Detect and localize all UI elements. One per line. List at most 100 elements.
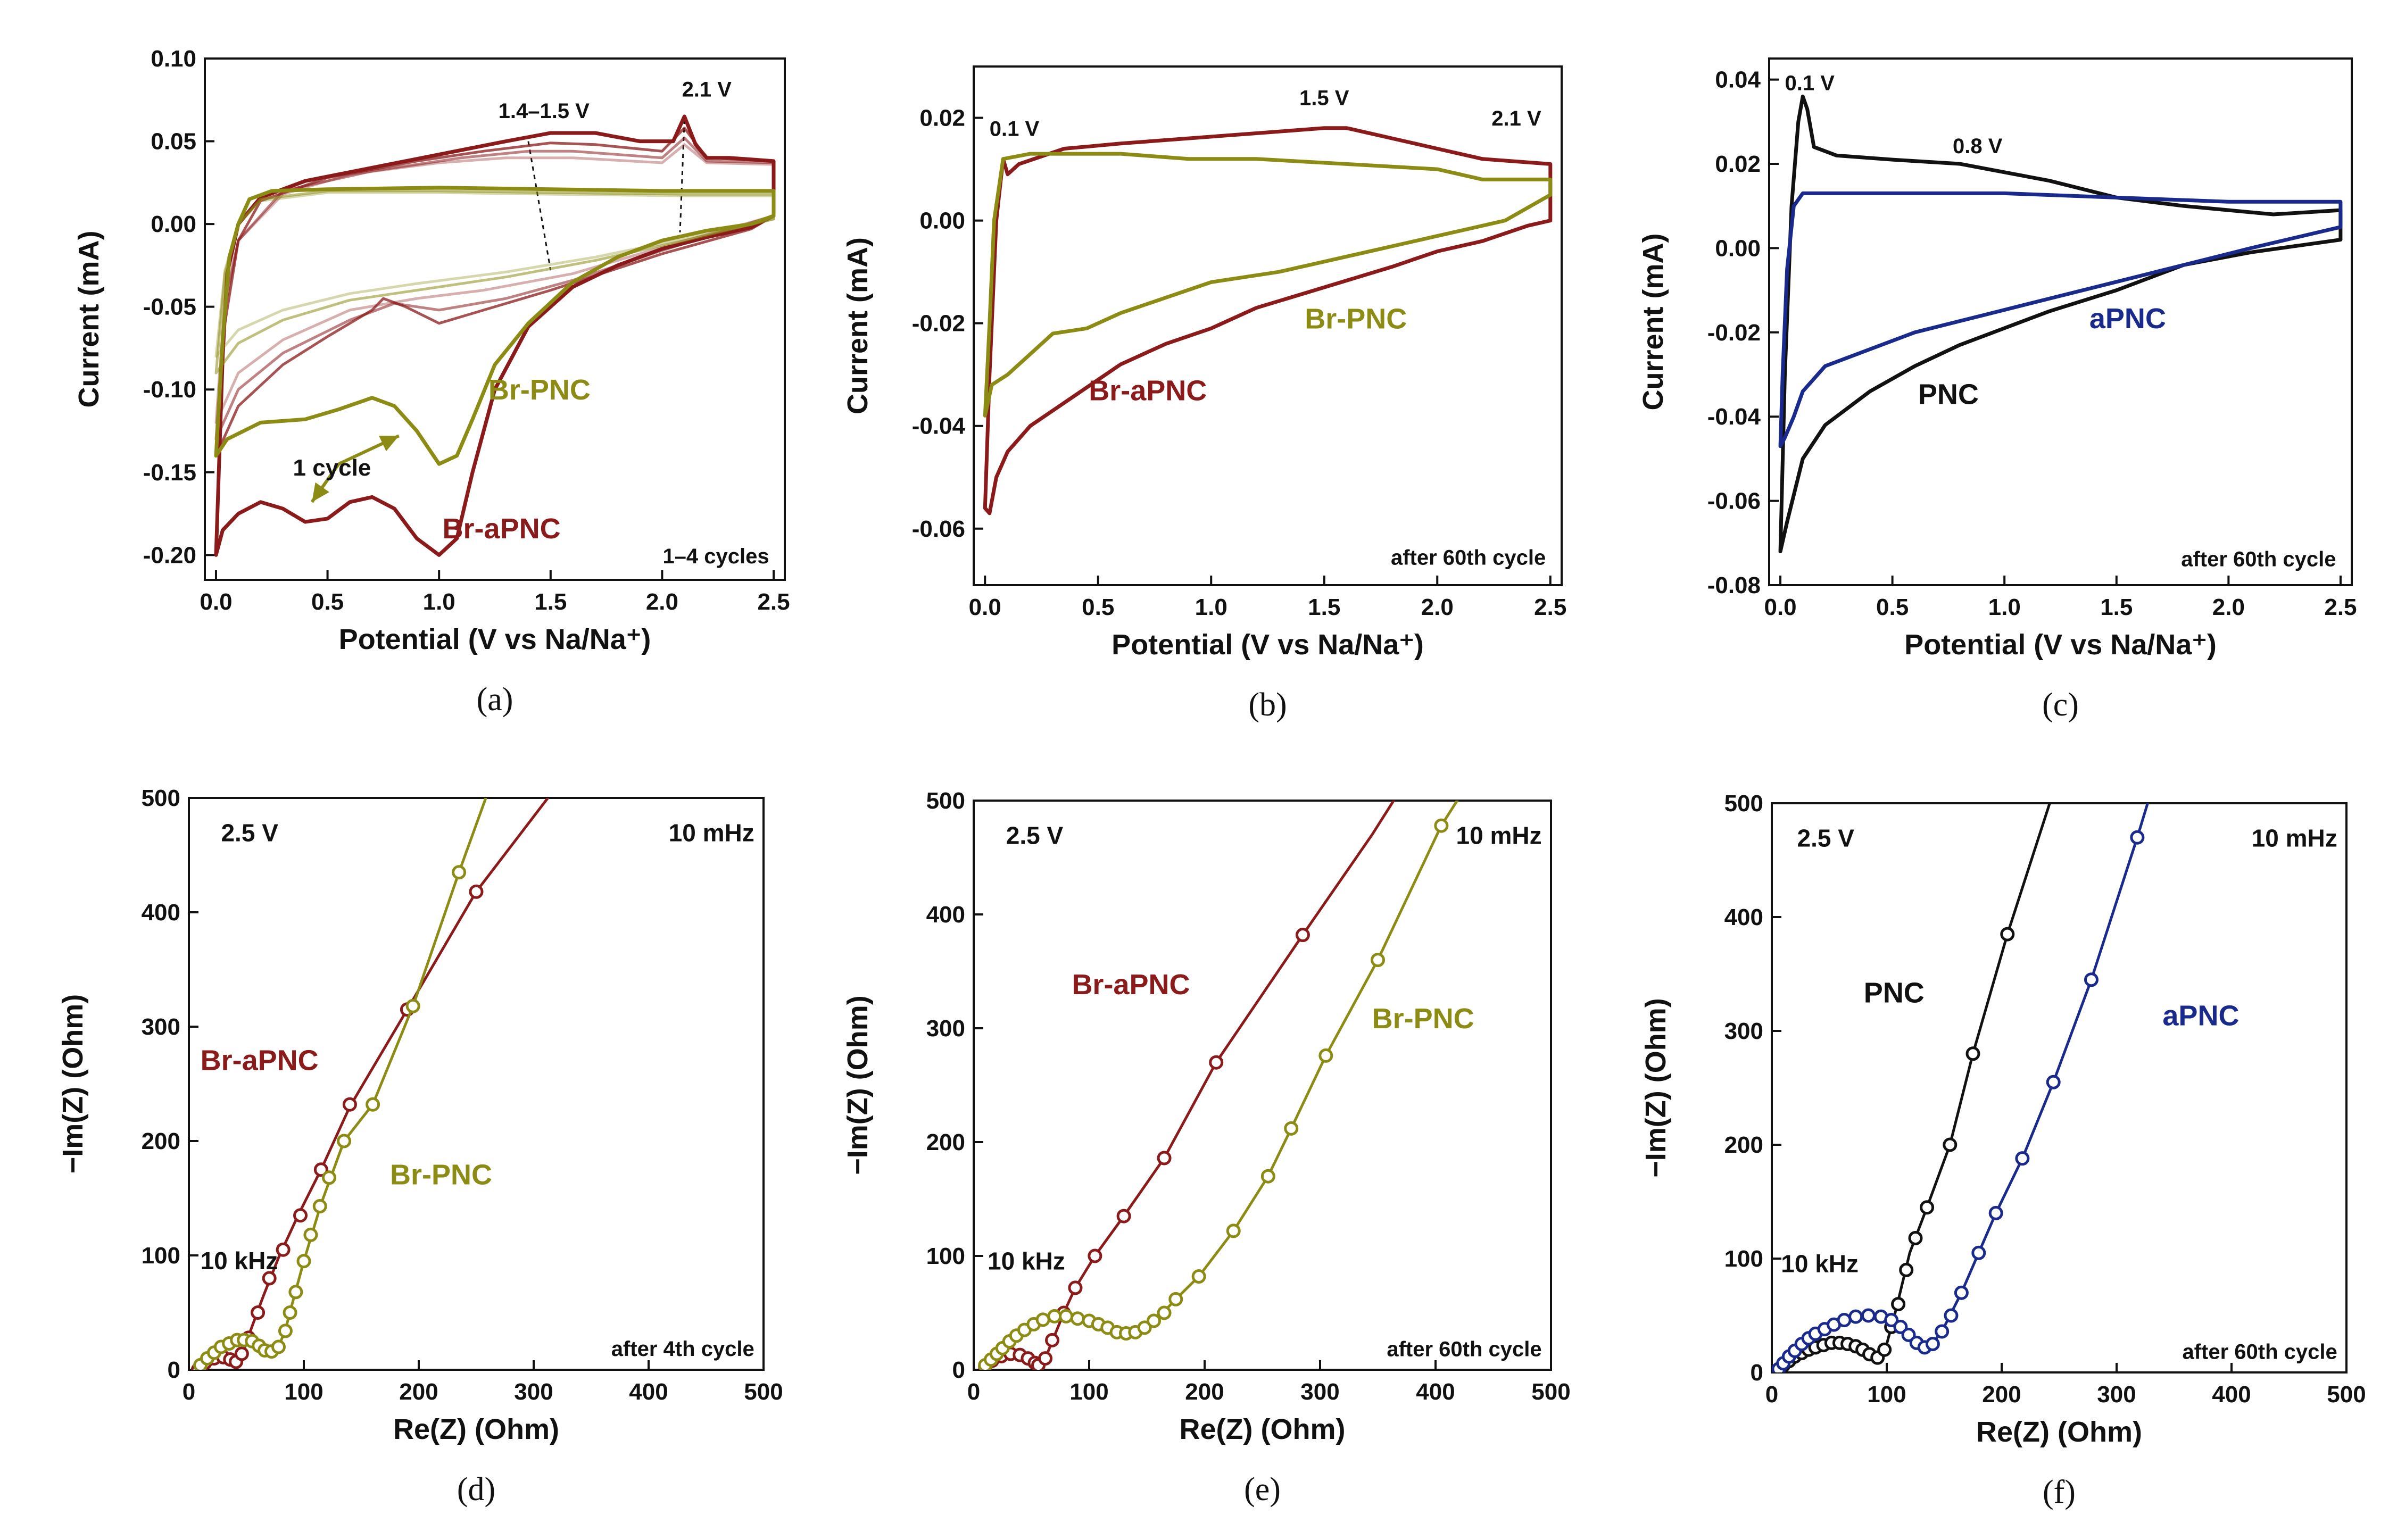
y-tick-label: 200 (926, 1129, 965, 1155)
annotation: Br-aPNC (1072, 969, 1190, 1001)
chart-panel-d: 0 100 200 300 400 500 0 100 200 300 400 500 Re(Z) (O… (57, 785, 783, 1508)
plot-data (1772, 803, 2149, 1372)
annotation: 10 kHz (988, 1247, 1065, 1275)
series-marker (1861, 1308, 1876, 1323)
series-marker (2130, 830, 2145, 845)
series-marker (1848, 1309, 1863, 1324)
series-line (214, 191, 775, 358)
series-line (196, 798, 550, 1370)
series-marker (469, 884, 484, 899)
annotation: 10 kHz (1781, 1250, 1859, 1278)
y-tick-label: -0.06 (912, 516, 965, 542)
y-tick-label: 300 (1724, 1018, 1763, 1044)
series-marker (1191, 1269, 1206, 1284)
x-axis-title: Re(Z) (Ohm) (393, 1413, 559, 1445)
annotation: 10 kHz (201, 1247, 278, 1275)
x-tick-label: 500 (1531, 1379, 1570, 1405)
annotation: PNC (1864, 977, 1925, 1009)
series-marker (1260, 1169, 1275, 1184)
series-marker (313, 1162, 328, 1177)
y-axis-title: Current (mA) (73, 231, 105, 408)
annotation: 1.4–1.5 V (499, 99, 590, 123)
annotation: Br-PNC (1305, 303, 1407, 335)
series-marker (312, 1199, 327, 1214)
series-marker (1884, 1313, 1899, 1328)
series-marker (1944, 1308, 1959, 1323)
annotation: Br-PNC (390, 1159, 492, 1191)
annotation: 10 mHz (669, 819, 754, 847)
y-tick-label: 500 (1724, 790, 1763, 817)
annotation: 0.1 V (1785, 71, 1835, 95)
x-axis-title: Re(Z) (Ohm) (1180, 1413, 1346, 1445)
y-axis-title: −Im(Z) (Ohm) (57, 994, 89, 1173)
x-tick-label: 500 (2327, 1381, 2366, 1408)
series-marker (234, 1346, 249, 1361)
y-tick-label: 100 (1724, 1246, 1763, 1272)
series-line (1778, 191, 2343, 448)
series-marker (1925, 1337, 1940, 1351)
series-marker (405, 998, 420, 1013)
plot-frame (1768, 57, 2353, 586)
plot-data (983, 126, 1553, 515)
panel-label: (f) (2043, 1474, 2076, 1510)
y-axis-title: Current (mA) (1637, 234, 1669, 411)
series-marker (1147, 1313, 1162, 1328)
x-tick-label: 2.0 (1421, 594, 1454, 620)
annotation: 2.5 V (1797, 824, 1855, 852)
x-tick-label: 0 (1765, 1381, 1778, 1408)
series-marker (1068, 1280, 1083, 1295)
annotation: 2.1 V (1491, 107, 1541, 130)
series-line (981, 801, 1459, 1370)
series-marker (1901, 1327, 1916, 1342)
y-tick-label: 0.00 (151, 211, 196, 237)
y-tick-label: -0.04 (1707, 404, 1761, 430)
y-axis-title: −Im(Z) (Ohm) (1640, 998, 1672, 1177)
series-marker (1943, 1137, 1958, 1152)
annotation: 2.1 V (682, 78, 732, 102)
panel-label: (e) (1244, 1471, 1281, 1508)
y-tick-label: 0.04 (1715, 67, 1761, 93)
annotation: after 60th cycle (2181, 547, 2336, 571)
series-marker (1035, 1312, 1050, 1327)
series-marker (1116, 1209, 1131, 1223)
annotation: Br-aPNC (443, 513, 561, 545)
series-marker (278, 1323, 293, 1338)
series-line (214, 186, 776, 466)
plot-frame (204, 57, 786, 581)
y-axis-title: −Im(Z) (Ohm) (842, 995, 874, 1175)
series-marker (1157, 1305, 1172, 1320)
x-axis-title: Potential (V vs Na/Na⁺) (1904, 629, 2217, 661)
series-marker (283, 1305, 297, 1320)
x-tick-label: 2.0 (2212, 594, 2245, 620)
series-marker (1935, 1324, 1950, 1339)
series-marker (1893, 1319, 1908, 1334)
y-tick-label: 0.00 (1715, 235, 1761, 261)
series-marker (337, 1134, 352, 1148)
annotation: after 60th cycle (1387, 1337, 1541, 1361)
series-line (1776, 803, 2051, 1372)
series-marker (288, 1285, 303, 1300)
series-marker (1965, 1046, 1980, 1061)
annotation: Br-PNC (1372, 1003, 1474, 1035)
x-tick-label: 100 (284, 1379, 323, 1405)
y-tick-label: 400 (1724, 904, 1763, 930)
y-tick-label: 200 (142, 1128, 180, 1154)
x-tick-label: 1.0 (423, 589, 455, 615)
series-marker (293, 1208, 308, 1223)
x-tick-label: 1.0 (1195, 594, 1227, 620)
series-line (1778, 94, 2343, 554)
chart-panel-f: 0 100 200 300 400 500 0 100 200 300 400 500 Re(Z) (O… (1640, 790, 2366, 1510)
series-marker (1877, 1342, 1892, 1357)
x-tick-label: 300 (1300, 1379, 1339, 1405)
series-marker (2000, 927, 2015, 942)
y-tick-label: -0.15 (143, 460, 196, 486)
x-axis-title: Potential (V vs Na/Na⁺) (1112, 629, 1424, 661)
y-tick-label: 200 (1724, 1132, 1763, 1158)
series-marker (1047, 1309, 1062, 1323)
arrow-head (379, 436, 399, 452)
series-line (214, 136, 775, 441)
chart-panel-e: 0 100 200 300 400 500 0 100 200 300 400 500 Re(Z) (O… (842, 788, 1571, 1508)
y-tick-label: 400 (926, 902, 965, 928)
series-marker (1899, 1262, 1914, 1277)
x-tick-label: 100 (1867, 1381, 1906, 1408)
